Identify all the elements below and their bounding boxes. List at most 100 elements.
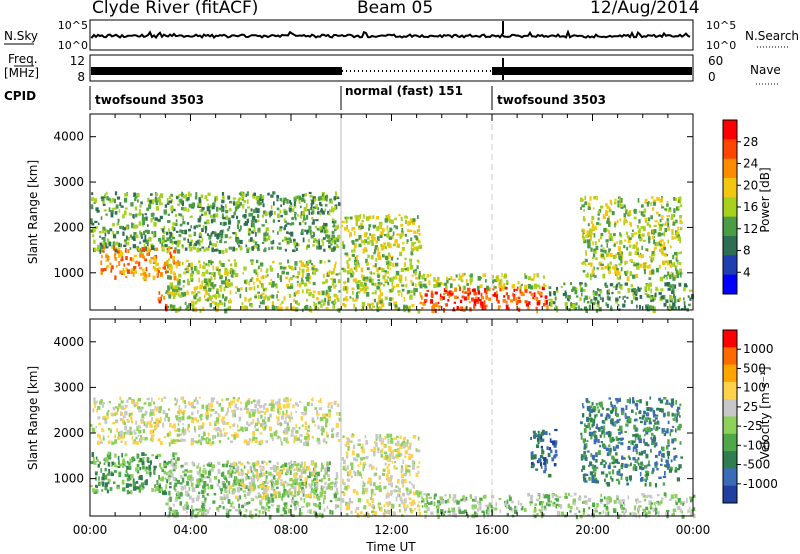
power-cell bbox=[224, 296, 228, 300]
nave-tick-top: 60 bbox=[708, 54, 723, 68]
velocity-cell bbox=[638, 500, 642, 503]
power-cell bbox=[144, 234, 147, 240]
velocity-cell bbox=[574, 512, 578, 515]
power-cell bbox=[118, 242, 121, 247]
power-cell bbox=[125, 256, 128, 261]
velocity-cell bbox=[647, 510, 651, 514]
velocity-cell bbox=[306, 467, 310, 471]
velocity-cell bbox=[240, 468, 243, 472]
velocity-cell bbox=[529, 501, 533, 504]
velocity-cell bbox=[345, 441, 349, 445]
power-cell bbox=[317, 207, 319, 211]
velocity-cell bbox=[391, 456, 396, 459]
power-cell bbox=[286, 231, 289, 234]
velocity-cell bbox=[388, 482, 392, 486]
velocity-cell bbox=[228, 472, 231, 476]
power-cell bbox=[223, 241, 227, 244]
power-cell bbox=[614, 269, 616, 275]
power-cell bbox=[141, 247, 145, 252]
velocity-cell bbox=[136, 470, 140, 474]
power-cell bbox=[623, 213, 626, 218]
power-cell bbox=[118, 209, 121, 213]
power-cell bbox=[388, 219, 392, 222]
power-cell bbox=[405, 283, 408, 287]
velocity-cell bbox=[139, 437, 142, 442]
velocity-cell bbox=[108, 428, 113, 432]
velocity-cell bbox=[97, 463, 100, 468]
power-cell bbox=[308, 225, 312, 230]
power-cell bbox=[660, 204, 663, 207]
velocity-cell bbox=[149, 471, 152, 476]
velocity-cell bbox=[187, 423, 190, 428]
velocity-cell bbox=[301, 424, 304, 427]
velocity-cell bbox=[135, 401, 139, 407]
power-cell bbox=[494, 286, 497, 289]
nave-tick-bottom: 0 bbox=[708, 70, 716, 84]
velocity-cell bbox=[126, 399, 129, 403]
power-cell bbox=[313, 206, 316, 209]
velocity-cell bbox=[238, 482, 242, 487]
velocity-cell bbox=[118, 472, 122, 477]
power-cell bbox=[261, 242, 265, 244]
power-cell bbox=[364, 287, 368, 292]
velocity-cell bbox=[551, 494, 555, 498]
velocity-cell bbox=[393, 466, 396, 470]
power-cell bbox=[651, 254, 656, 257]
power-cell bbox=[279, 197, 283, 202]
power-cell bbox=[615, 298, 619, 302]
power-cell bbox=[157, 297, 161, 302]
power-cell bbox=[636, 262, 640, 266]
power-cell bbox=[329, 209, 333, 213]
power-cell bbox=[617, 203, 621, 208]
velocity-cell bbox=[293, 472, 297, 477]
power-cell bbox=[105, 253, 108, 256]
velocity-cell bbox=[222, 463, 225, 468]
power-cell bbox=[125, 276, 128, 279]
power-cell bbox=[406, 239, 409, 242]
power-cell bbox=[676, 231, 680, 235]
power-cell bbox=[594, 297, 598, 301]
velocity-cell bbox=[358, 473, 362, 477]
velocity-cell bbox=[320, 467, 323, 473]
power-cell bbox=[304, 304, 309, 310]
power-cell bbox=[276, 294, 278, 299]
velocity-cell bbox=[161, 398, 163, 402]
velocity-cell bbox=[680, 510, 683, 514]
power-cell bbox=[422, 301, 426, 306]
power-cell bbox=[639, 304, 641, 310]
power-cell bbox=[210, 277, 213, 281]
power-cell bbox=[216, 288, 219, 291]
power-cell bbox=[257, 219, 260, 222]
velocity-cell bbox=[506, 499, 509, 504]
velocity-cell bbox=[409, 490, 412, 495]
velocity-cell bbox=[100, 439, 102, 442]
power-cell bbox=[608, 270, 611, 274]
power-cell bbox=[599, 296, 602, 300]
power-cell bbox=[409, 218, 412, 223]
power-cell bbox=[258, 305, 261, 308]
power-cell bbox=[219, 239, 223, 244]
power-cell bbox=[671, 290, 674, 295]
velocity-cell bbox=[250, 409, 254, 412]
power-cell bbox=[407, 221, 411, 225]
velocity-cell bbox=[276, 508, 280, 513]
power-cell bbox=[663, 302, 667, 307]
power-cell bbox=[164, 303, 168, 307]
power-cell bbox=[382, 275, 386, 280]
power-cell bbox=[175, 287, 179, 293]
velocity-cell bbox=[482, 495, 486, 499]
velocity-cell bbox=[121, 452, 123, 458]
power-cell bbox=[155, 200, 159, 206]
velocity-cell bbox=[336, 432, 340, 435]
power-cell bbox=[649, 296, 653, 300]
power-cell bbox=[581, 228, 585, 233]
power-cell bbox=[465, 278, 468, 283]
power-cell bbox=[255, 207, 258, 210]
power-cell bbox=[180, 292, 185, 297]
velocity-cell bbox=[220, 489, 223, 495]
velocity-cell bbox=[171, 473, 174, 478]
power-cell bbox=[355, 267, 358, 272]
power-cell bbox=[628, 251, 632, 256]
power-cell bbox=[163, 296, 166, 300]
